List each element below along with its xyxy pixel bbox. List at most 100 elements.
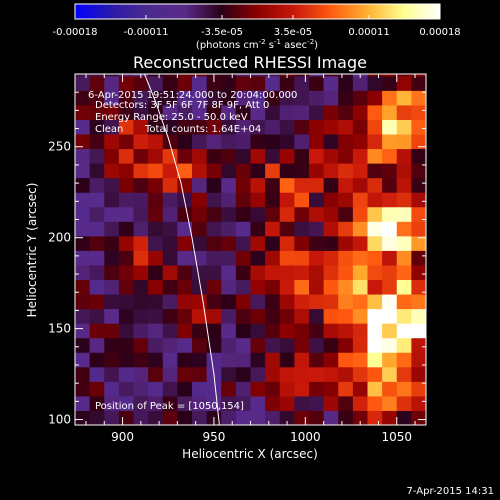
heatmap-cell <box>338 323 354 339</box>
heatmap-cell <box>162 206 178 222</box>
heatmap-cell <box>104 235 120 251</box>
heatmap-cell <box>235 279 251 295</box>
heatmap-cell <box>352 279 368 295</box>
heatmap-cell <box>206 104 222 120</box>
heatmap-cell <box>206 192 222 208</box>
heatmap-cell <box>309 177 325 193</box>
heatmap-cell <box>411 119 426 135</box>
heatmap-cell <box>206 148 222 164</box>
heatmap-cell <box>148 90 164 106</box>
heatmap-cell <box>411 74 426 77</box>
clean-label: Clean <box>95 124 123 135</box>
heatmap-cell <box>367 75 383 91</box>
heatmap-cell <box>89 148 105 164</box>
heatmap-cell <box>294 177 310 193</box>
heatmap-cell <box>192 221 208 237</box>
heatmap-cell <box>294 221 310 237</box>
heatmap-cell <box>338 410 354 425</box>
colorbar-tick-label: -3.5e-05 <box>201 27 243 38</box>
heatmap-cell <box>294 323 310 339</box>
heatmap-cell <box>411 192 426 208</box>
heatmap-cell <box>192 395 208 411</box>
heatmap-cell <box>396 366 412 382</box>
heatmap-cell <box>89 294 105 310</box>
heatmap-cell <box>265 177 281 193</box>
heatmap-cell <box>133 177 149 193</box>
heatmap-cell <box>279 75 295 91</box>
heatmap-cell <box>367 74 383 77</box>
heatmap-cell <box>382 75 398 91</box>
heatmap-cell <box>118 235 134 251</box>
heatmap-cell <box>133 104 149 120</box>
heatmap-cell <box>382 104 398 120</box>
heatmap-cell <box>162 148 178 164</box>
heatmap-cell <box>309 264 325 281</box>
heatmap-cell <box>148 264 164 281</box>
heatmap-cell <box>177 308 193 324</box>
heatmap-cell <box>118 119 134 135</box>
heatmap-cell <box>279 250 295 266</box>
heatmap-cell <box>162 74 178 77</box>
heatmap-cell <box>411 264 426 281</box>
heatmap-cell <box>221 221 237 237</box>
heatmap-cell <box>352 221 368 237</box>
heatmap-cell <box>411 221 426 237</box>
heatmap-cell <box>338 206 354 222</box>
heatmap-cell <box>309 381 325 397</box>
heatmap-cell <box>352 323 368 339</box>
heatmap-cell <box>235 206 251 222</box>
heatmap-cell <box>206 119 222 135</box>
heatmap-cell <box>75 264 91 281</box>
heatmap-cell <box>279 134 295 150</box>
heatmap-cell <box>265 90 281 106</box>
heatmap-cell <box>118 163 134 179</box>
heatmap-cell <box>89 279 105 295</box>
heatmap-cell <box>294 74 310 77</box>
heatmap-cell <box>265 206 281 222</box>
heatmap-cell <box>367 104 383 120</box>
heatmap-cell <box>148 366 164 382</box>
colorbar-tick-label: -0.00018 <box>53 27 98 38</box>
heatmap-cell <box>352 366 368 382</box>
heatmap-cell <box>133 119 149 135</box>
heatmap-cell <box>367 264 383 281</box>
heatmap-cell <box>309 308 325 324</box>
heatmap-cell <box>323 308 339 324</box>
heatmap-cell <box>338 192 354 208</box>
heatmap-cell <box>265 395 281 411</box>
y-axis-ticks <box>75 91 426 421</box>
heatmap-cell <box>338 250 354 266</box>
heatmap-cell <box>352 308 368 324</box>
heatmap-cell <box>133 337 149 353</box>
heatmap-cell <box>118 221 134 237</box>
heatmap-cell <box>162 308 178 324</box>
heatmap-cell <box>235 104 251 120</box>
heatmap-cell <box>279 206 295 222</box>
heatmap-cell <box>382 381 398 397</box>
heatmap-cell <box>104 90 120 106</box>
heatmap-cell <box>367 177 383 193</box>
heatmap-cell <box>104 206 120 222</box>
heatmap-cell <box>411 395 426 411</box>
heatmap-cell <box>221 250 237 266</box>
heatmap-cell <box>75 163 91 179</box>
heatmap-cell <box>382 177 398 193</box>
heatmap-cell <box>206 134 222 150</box>
heatmap-cell <box>89 206 105 222</box>
heatmap-cell <box>250 250 266 266</box>
heatmap-cell <box>162 279 178 295</box>
colorbar-tick-label: 0.00011 <box>348 27 389 38</box>
heatmap-cell <box>192 177 208 193</box>
heatmap-cell <box>221 337 237 353</box>
heatmap-cell <box>323 221 339 237</box>
heatmap-cell <box>192 119 208 135</box>
heatmap-cell <box>235 90 251 106</box>
heatmap-cell <box>279 294 295 310</box>
heatmap-cell <box>118 177 134 193</box>
heatmap-cell <box>323 74 339 77</box>
heatmap-cell <box>148 206 164 222</box>
heatmap-cell <box>367 119 383 135</box>
heatmap-cell <box>279 235 295 251</box>
x-axis-tick-label: 1050 <box>381 430 412 444</box>
heatmap-cell <box>75 75 91 91</box>
